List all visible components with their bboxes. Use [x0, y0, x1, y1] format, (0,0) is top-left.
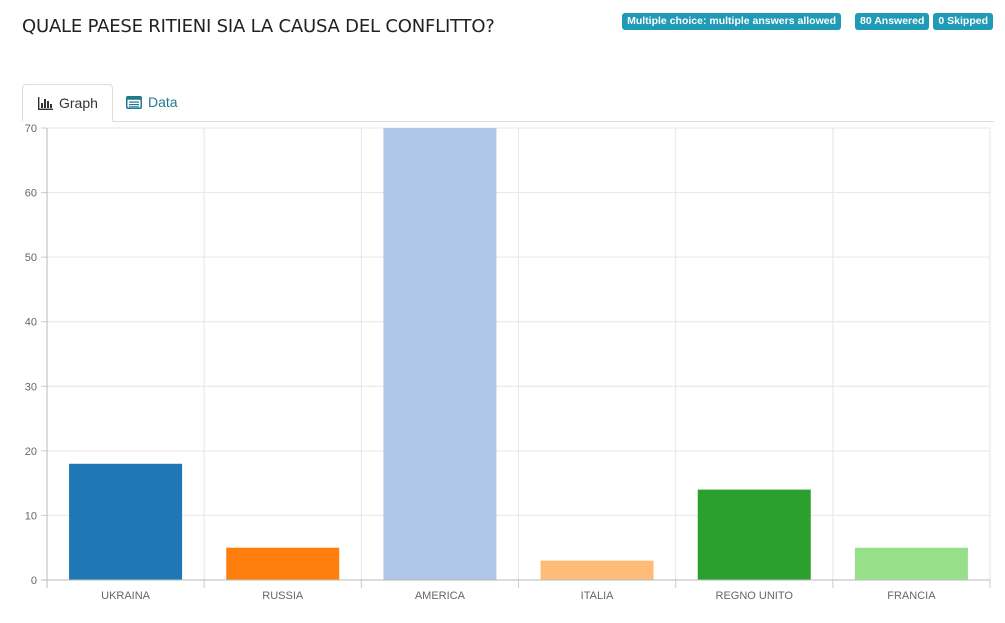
bar-francia	[854, 547, 968, 580]
axes	[41, 127, 991, 588]
question-title: QUALE PAESE RITIENI SIA LA CAUSA DEL CON…	[22, 16, 495, 37]
x-tick-label: FRANCIA	[887, 590, 936, 602]
bar-regno-unito	[697, 489, 811, 580]
x-tick-label: AMERICA	[415, 590, 466, 602]
y-tick-label: 60	[25, 188, 37, 200]
x-tick-label: REGNO UNITO	[716, 590, 794, 602]
tick-labels: 0 10 20 30 40 50 60 70 UKRAINA RUSSIA AMERICA ITALI…	[25, 123, 936, 602]
y-tick-label: 20	[25, 446, 37, 458]
bar-america	[383, 128, 497, 580]
view-tabs: Graph Data	[22, 84, 994, 122]
bar-chart-icon	[37, 96, 53, 110]
table-icon	[126, 95, 142, 109]
x-tick-label: RUSSIA	[262, 590, 304, 602]
question-header: QUALE PAESE RITIENI SIA LA CAUSA DEL CON…	[0, 0, 1005, 60]
y-tick-label: 0	[31, 575, 37, 587]
tab-graph-label: Graph	[59, 95, 98, 111]
bar-italia	[540, 560, 654, 580]
y-tick-label: 50	[25, 252, 37, 264]
bar-ukraina	[69, 463, 183, 580]
y-tick-label: 40	[25, 317, 37, 329]
badge-group: Multiple choice: multiple answers allowe…	[622, 13, 993, 30]
grid-lines	[46, 127, 991, 581]
tab-data-label: Data	[148, 94, 178, 110]
question-type-badge: Multiple choice: multiple answers allowe…	[622, 13, 841, 30]
bar-russia	[226, 547, 340, 580]
tab-graph[interactable]: Graph	[22, 84, 113, 122]
x-tick-label: ITALIA	[581, 590, 614, 602]
answered-count-badge: 80 Answered	[855, 13, 930, 30]
x-tick-label: UKRAINA	[101, 590, 151, 602]
bars	[69, 128, 968, 580]
tab-data[interactable]: Data	[112, 84, 192, 120]
skipped-count-badge: 0 Skipped	[933, 13, 993, 30]
y-tick-label: 30	[25, 381, 37, 393]
y-tick-label: 70	[25, 123, 37, 135]
y-tick-label: 10	[25, 510, 37, 522]
